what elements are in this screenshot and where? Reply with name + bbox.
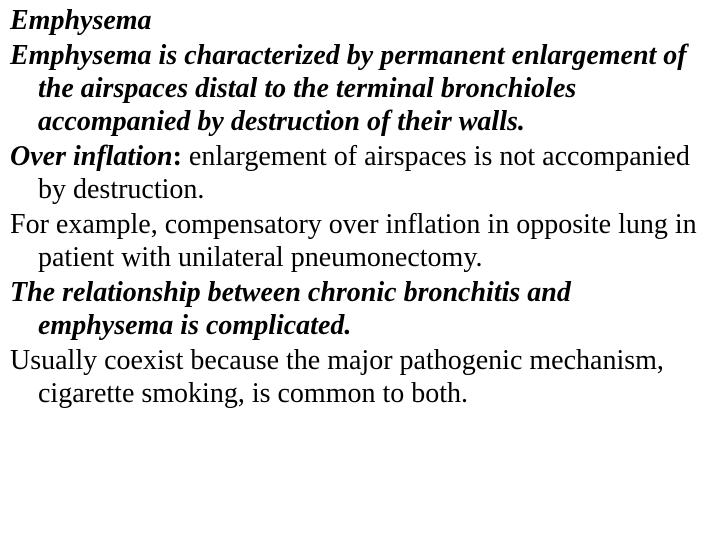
relationship-paragraph: The relationship between chronic bronchi… [10,276,710,342]
definition-text: Emphysema is characterized by permanent … [10,40,687,137]
coexist-text: Usually coexist because the major pathog… [10,345,664,409]
example-paragraph: For example, compensatory over inflation… [10,208,710,274]
example-text: For example, compensatory over inflation… [10,209,697,273]
title-line: Emphysema [10,4,710,37]
relationship-text: The relationship between chronic bronchi… [10,277,571,341]
overinflation-lead: Over inflation [10,141,173,172]
title-text: Emphysema [10,5,152,36]
overinflation-sep: : [173,141,189,172]
coexist-paragraph: Usually coexist because the major pathog… [10,344,710,410]
definition-paragraph: Emphysema is characterized by permanent … [10,39,710,138]
overinflation-paragraph: Over inflation: enlargement of airspaces… [10,140,710,206]
slide-body: Emphysema Emphysema is characterized by … [0,0,720,540]
